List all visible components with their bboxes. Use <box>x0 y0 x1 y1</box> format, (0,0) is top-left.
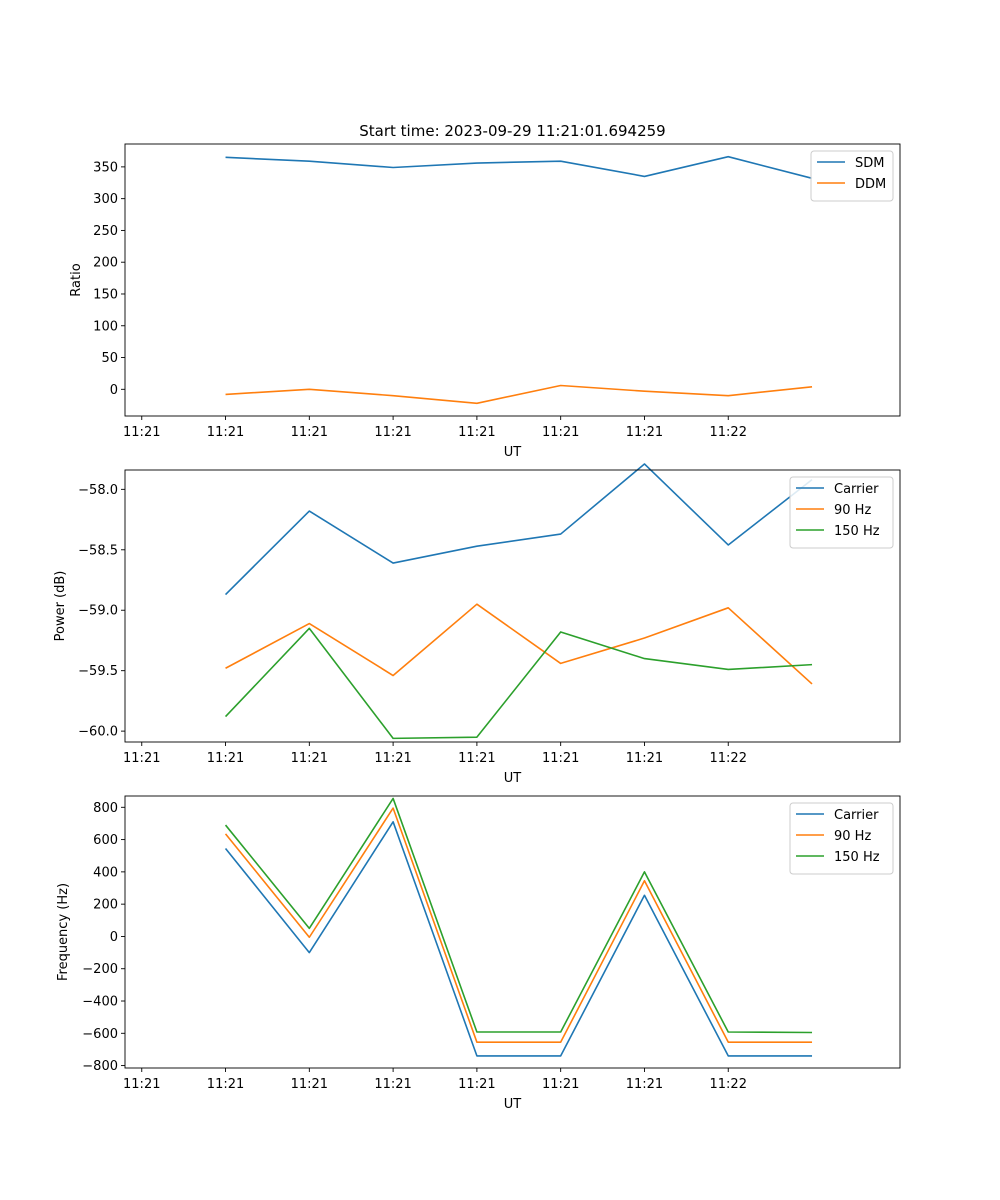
axes-frame <box>124 469 901 743</box>
y-tick-label: 300 <box>93 192 118 207</box>
y-tick-label: −58.0 <box>78 483 118 498</box>
x-tick-label: 11:21 <box>626 751 663 766</box>
series-line-90-hz <box>225 603 813 685</box>
y-tick-label: −400 <box>82 995 118 1010</box>
x-tick-label: 11:21 <box>123 751 160 766</box>
y-tick-label: −800 <box>82 1059 118 1074</box>
x-tick-label: 11:21 <box>207 1077 244 1092</box>
y-tick-label: 250 <box>93 224 118 239</box>
y-tick-label: 50 <box>101 351 118 366</box>
subplot-1: Start time: 2023-09-29 11:21:01.694259 11… <box>69 122 901 460</box>
x-axis-label: UT <box>504 771 522 786</box>
y-tick-label: 100 <box>93 319 118 334</box>
y-tick-label: −60.0 <box>78 725 118 740</box>
series-line-90-hz <box>224 807 813 1043</box>
y-tick-label: 400 <box>93 865 118 880</box>
y-tick-label: −59.0 <box>78 604 118 619</box>
y-tick-label: 200 <box>93 256 118 271</box>
y-tick-label: 0 <box>110 930 118 945</box>
x-tick-label: 11:21 <box>291 1077 328 1092</box>
y-tick-label: 350 <box>93 160 118 175</box>
x-tick-label: 11:21 <box>374 425 411 440</box>
chart-title: Start time: 2023-09-29 11:21:01.694259 <box>359 122 665 140</box>
x-tick-label: 11:21 <box>542 1077 579 1092</box>
x-axis-label: UT <box>504 445 522 460</box>
x-tick-label: 11:22 <box>710 1077 747 1092</box>
subplot-2: 11:21 11:21 11:21 11:21 11:21 11:21 11:21 11:22… <box>53 463 901 786</box>
series-line-150-hz <box>224 627 813 740</box>
x-tick-label: 11:21 <box>458 751 495 766</box>
x-tick-label: 11:21 <box>207 425 244 440</box>
x-tick-label: 11:21 <box>626 425 663 440</box>
x-tick-label: 11:21 <box>123 425 160 440</box>
subplot-3: 11:21 11:21 11:21 11:21 11:21 11:21 11:21 11:22… <box>56 795 901 1112</box>
legend: Carrier 90 Hz 150 Hz <box>789 476 894 549</box>
axes-frame <box>124 143 901 417</box>
x-tick-label: 11:22 <box>710 751 747 766</box>
y-axis-label: Power (dB) <box>53 571 68 642</box>
x-tick-label: 11:21 <box>542 425 579 440</box>
series-line-carrier <box>224 821 813 1057</box>
y-tick-label: 200 <box>93 898 118 913</box>
legend: SDM DDM <box>810 150 894 202</box>
y-tick-label: 600 <box>93 833 118 848</box>
x-tick-label: 11:21 <box>291 425 328 440</box>
x-tick-label: 11:21 <box>458 425 495 440</box>
x-tick-label: 11:21 <box>207 751 244 766</box>
series-line-ddm <box>225 384 813 405</box>
legend-label-90-hz: 90 Hz <box>834 829 871 844</box>
legend-box <box>810 150 894 202</box>
y-tick-label: −600 <box>82 1027 118 1042</box>
x-tick-label: 11:21 <box>374 751 411 766</box>
series-line-sdm <box>225 155 813 180</box>
x-tick-label: 11:21 <box>542 751 579 766</box>
legend-label-ddm: DDM <box>855 177 886 192</box>
y-tick-label: 150 <box>93 287 118 302</box>
legend-label-150-hz: 150 Hz <box>834 850 880 865</box>
legend-label-90-hz: 90 Hz <box>834 503 871 518</box>
y-axis-label: Ratio <box>69 263 84 296</box>
x-axis-label: UT <box>504 1097 522 1112</box>
x-tick-label: 11:21 <box>458 1077 495 1092</box>
legend-label-carrier: Carrier <box>834 808 879 823</box>
y-tick-label: −200 <box>82 962 118 977</box>
legend-label-sdm: SDM <box>855 156 884 171</box>
y-tick-label: −59.5 <box>78 664 118 679</box>
x-tick-label: 11:21 <box>123 1077 160 1092</box>
legend-label-150-hz: 150 Hz <box>834 524 880 539</box>
series-line-carrier <box>224 463 813 596</box>
series-line-150-hz <box>224 797 813 1034</box>
x-tick-label: 11:21 <box>626 1077 663 1092</box>
y-axis-label: Frequency (Hz) <box>56 883 71 981</box>
legend-label-carrier: Carrier <box>834 482 879 497</box>
x-tick-label: 11:21 <box>374 1077 411 1092</box>
axes-frame <box>124 795 901 1069</box>
y-tick-label: 0 <box>110 383 118 398</box>
x-tick-label: 11:22 <box>710 425 747 440</box>
legend: Carrier 90 Hz 150 Hz <box>789 802 894 875</box>
y-tick-label: 800 <box>93 801 118 816</box>
x-tick-label: 11:21 <box>291 751 328 766</box>
y-tick-label: −58.5 <box>78 543 118 558</box>
